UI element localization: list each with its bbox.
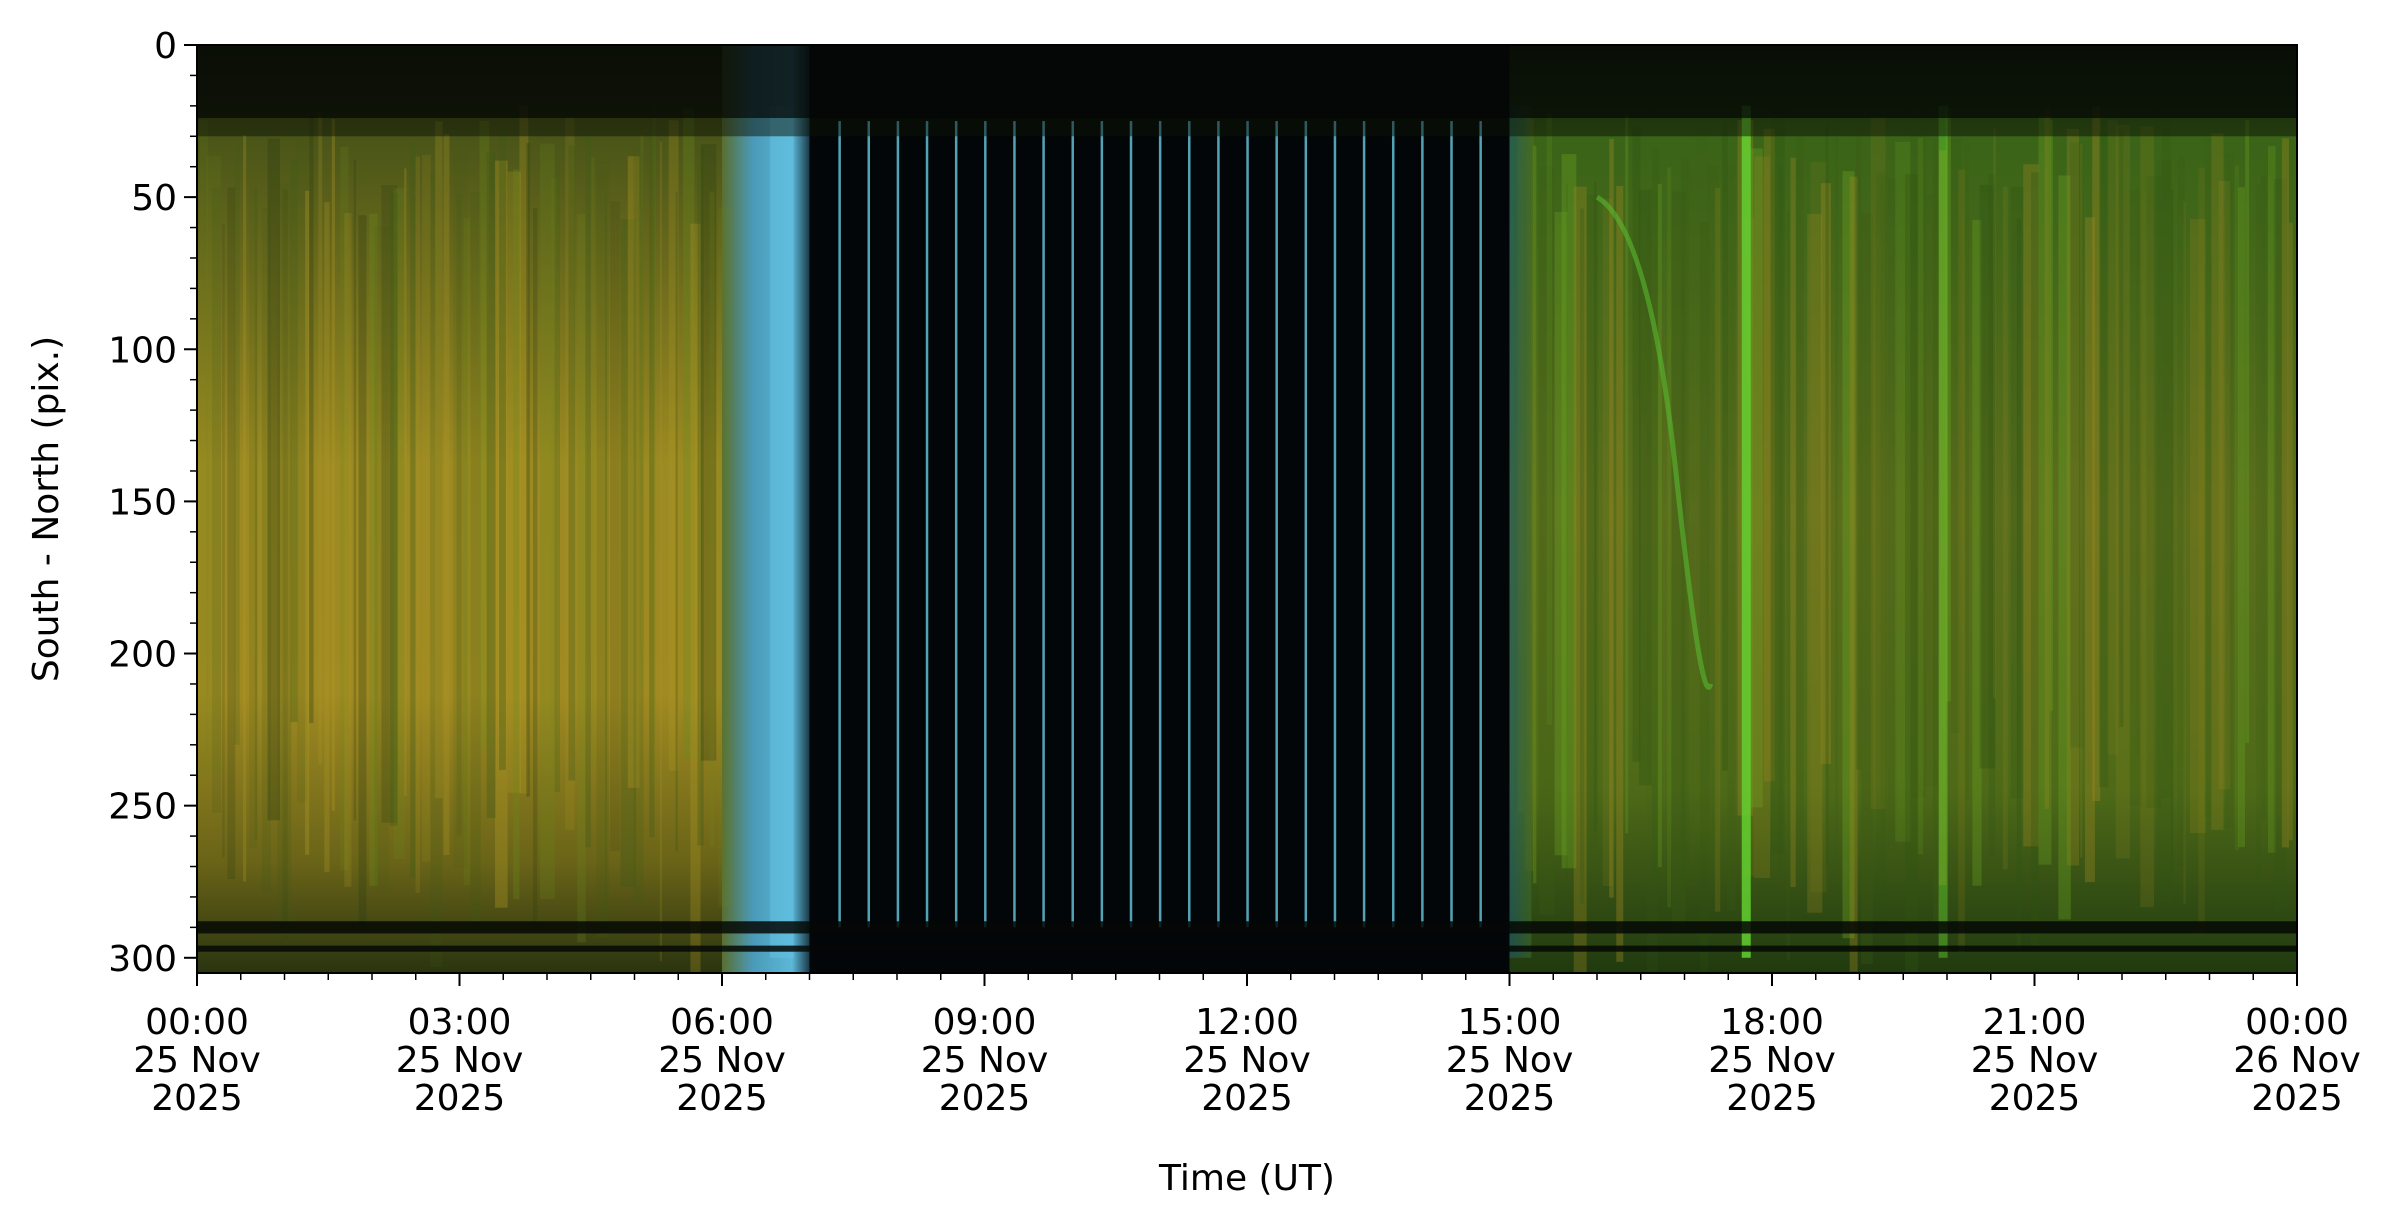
x-tick-label: 25 Nov <box>1183 1040 1311 1081</box>
x-tick-label: 2025 <box>1989 1078 2081 1119</box>
cyan-streak <box>1129 121 1133 928</box>
x-tick-label: 18:00 <box>1720 1002 1824 1043</box>
segment-daytime-yellow-green <box>197 45 722 973</box>
x-tick-label: 03:00 <box>408 1002 512 1043</box>
x-tick-label: 2025 <box>1201 1078 1293 1119</box>
x-tick-label: 2025 <box>676 1078 768 1119</box>
x-tick-label: 2025 <box>1726 1078 1818 1119</box>
bright-green-line <box>1741 105 1751 958</box>
dark-band <box>197 45 2297 119</box>
x-tick-label: 26 Nov <box>2233 1040 2361 1081</box>
cyan-streak <box>984 121 987 928</box>
cyan-streak <box>1158 121 1162 928</box>
x-tick-label: 2025 <box>1464 1078 1556 1119</box>
cyan-streak <box>1362 121 1366 928</box>
diagonal-green-arc <box>1595 194 1714 690</box>
x-tick-label: 06:00 <box>670 1002 774 1043</box>
cyan-streak <box>1479 121 1482 928</box>
cyan-streak <box>1421 121 1424 928</box>
keogram-image <box>197 45 2297 973</box>
cyan-streak <box>1304 121 1308 928</box>
cyan-streak <box>1246 121 1249 928</box>
y-axis: 0 50 100 150 200 250 300 <box>108 26 197 980</box>
x-tick-label: 25 Nov <box>1708 1040 1836 1081</box>
segment-daytime-green <box>1509 45 2297 973</box>
x-tick-label: 25 Nov <box>133 1040 261 1081</box>
cyan-streak <box>867 121 871 928</box>
dark-band <box>197 945 2297 952</box>
y-tick-label: 250 <box>108 787 177 828</box>
x-tick-label: 21:00 <box>1983 1002 2087 1043</box>
cyan-streak <box>1188 121 1191 928</box>
segment-twilight-cyan <box>722 45 810 973</box>
x-tick-label: 25 Nov <box>396 1040 524 1081</box>
x-tick-label: 25 Nov <box>921 1040 1049 1081</box>
cyan-streak <box>925 121 929 928</box>
y-axis-title: South - North (pix.) <box>26 336 67 682</box>
x-tick-label: 2025 <box>2251 1078 2343 1119</box>
dark-band <box>197 921 2297 934</box>
twilight-edge <box>770 105 794 958</box>
x-tick-label: 00:00 <box>2245 1002 2349 1043</box>
x-tick-label: 00:00 <box>145 1002 249 1043</box>
y-tick-label: 50 <box>131 178 177 219</box>
x-tick-label: 2025 <box>939 1078 1031 1119</box>
cyan-streak <box>1450 121 1453 928</box>
x-tick-label: 09:00 <box>933 1002 1037 1043</box>
cyan-streak <box>954 121 958 928</box>
cyan-streak <box>838 121 841 928</box>
x-tick-label: 25 Nov <box>658 1040 786 1081</box>
x-tick-label: 25 Nov <box>1446 1040 1574 1081</box>
night-cyan-streaks <box>838 121 1482 928</box>
texture-streaks <box>199 105 2293 973</box>
cyan-streak <box>1013 121 1016 928</box>
y-tick-label: 300 <box>108 939 177 980</box>
y-tick-label: 0 <box>154 26 177 67</box>
cyan-streak <box>1275 121 1278 928</box>
x-tick-label: 25 Nov <box>1971 1040 2099 1081</box>
twilight-edge-dusk <box>1509 105 1532 958</box>
x-tick-label: 2025 <box>151 1078 243 1119</box>
x-tick-label: 15:00 <box>1458 1002 1562 1043</box>
dark-band-fade <box>197 118 2297 137</box>
x-tick-label: 2025 <box>414 1078 506 1119</box>
cyan-streak <box>1217 121 1220 928</box>
cyan-streak <box>896 121 900 928</box>
cyan-streak <box>1071 121 1074 928</box>
bright-green-line <box>1938 105 1948 958</box>
cyan-streak <box>1391 121 1395 928</box>
cyan-streak <box>1333 121 1337 928</box>
y-tick-label: 150 <box>108 482 177 523</box>
y-tick-label: 200 <box>108 635 177 676</box>
cyan-streak <box>1100 121 1104 928</box>
y-tick-label: 100 <box>108 330 177 371</box>
cyan-streak <box>1042 121 1045 928</box>
x-tick-label: 12:00 <box>1195 1002 1299 1043</box>
x-axis-title: Time (UT) <box>1158 1158 1335 1199</box>
